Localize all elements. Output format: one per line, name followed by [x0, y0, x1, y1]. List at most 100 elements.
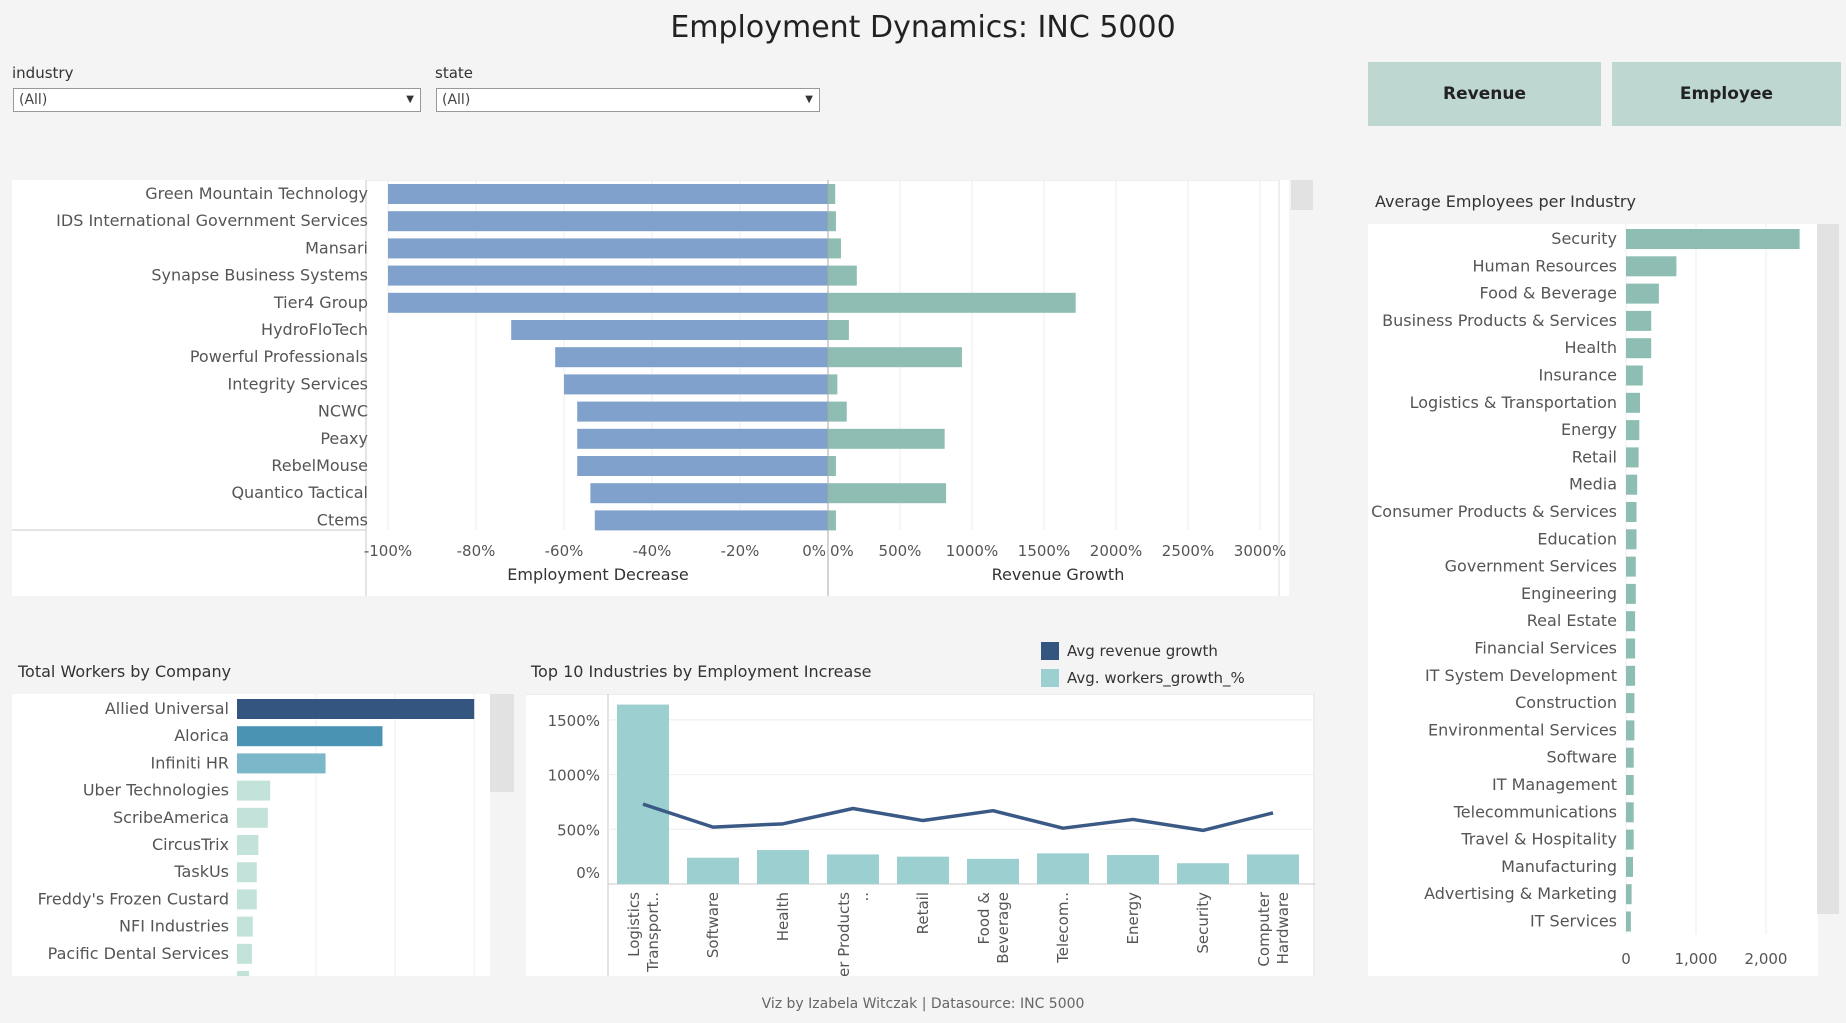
- x-tick-label-right: 1000%: [946, 542, 998, 560]
- decrease-bar: [577, 428, 828, 449]
- workers-growth-bar: [757, 850, 809, 884]
- x-tick-label-line: Health: [774, 892, 792, 941]
- workers-growth-bar: [1037, 853, 1089, 884]
- company-label: Allied Universal: [105, 699, 229, 718]
- industry-bar: [1626, 447, 1639, 468]
- workers-growth-bar: [967, 858, 1019, 884]
- industry-bar: [1626, 802, 1634, 823]
- footer-credit: Viz by Izabela Witczak | Datasource: INC…: [761, 996, 1085, 1012]
- x-tick-label-right: 2500%: [1162, 542, 1214, 560]
- company-label: ScribeAmerica: [113, 808, 229, 827]
- industry-label: IT Services: [1530, 912, 1617, 931]
- industry-label: Logistics & Transportation: [1410, 393, 1617, 412]
- revenue-button[interactable]: Revenue: [1368, 62, 1601, 126]
- growth-bar: [828, 374, 838, 395]
- industry-bar: [1626, 693, 1635, 714]
- avg-employees-title: Average Employees per Industry: [1375, 192, 1636, 211]
- growth-bar: [828, 510, 836, 531]
- industry-label: Retail: [1572, 447, 1617, 466]
- industry-bar: [1626, 502, 1637, 522]
- worker-bar: [237, 726, 383, 747]
- industry-bar: [1626, 338, 1652, 359]
- decrease-bar: [388, 292, 828, 313]
- decrease-bar: [555, 347, 828, 368]
- decrease-bar: [511, 320, 828, 340]
- industry-label: Energy: [1561, 420, 1617, 439]
- company-label: Tier4 Group: [273, 293, 368, 312]
- x-tick-label: 1,000: [1675, 950, 1718, 968]
- industry-filter-label: industry: [12, 64, 74, 82]
- x-axis-title-right: Revenue Growth: [992, 565, 1125, 584]
- industry-bar: [1626, 611, 1636, 632]
- industry-bar: [1626, 747, 1634, 768]
- x-tick-label-line: Beverage: [994, 892, 1012, 964]
- industry-label: Media: [1569, 475, 1617, 494]
- growth-bar: [828, 211, 836, 232]
- industry-label: Health: [1564, 338, 1617, 357]
- x-tick-label-right: 1500%: [1018, 542, 1070, 560]
- x-tick-label-line: Hardware: [1274, 892, 1292, 964]
- state-filter-value: (All): [442, 92, 471, 108]
- worker-bar: [237, 916, 253, 937]
- y-tick-label: 1000%: [548, 767, 600, 785]
- industry-label: Business Products & Services: [1382, 311, 1617, 330]
- company-label: Freddy's Frozen Custard: [38, 889, 229, 908]
- x-tick-label: Health: [774, 892, 792, 941]
- industry-filter-value: (All): [19, 92, 48, 108]
- x-tick-label-line: Logistics: [625, 892, 643, 957]
- industry-bar: [1626, 856, 1633, 877]
- growth-bar: [828, 184, 836, 204]
- x-tick-label: ComputerHardware: [1255, 891, 1292, 966]
- industry-label: Financial Services: [1474, 639, 1617, 658]
- company-label: Ctems: [317, 510, 368, 529]
- industry-label: Consumer Products & Services: [1371, 502, 1617, 521]
- diverging-chart-scrollbar[interactable]: [1291, 180, 1313, 210]
- avg-employees-scrollbar[interactable]: [1817, 224, 1839, 914]
- industry-label: Government Services: [1445, 557, 1617, 576]
- industry-bar: [1626, 665, 1636, 686]
- total-workers-scrollbar[interactable]: [490, 694, 514, 792]
- industry-bar: [1626, 392, 1640, 413]
- x-tick-label-line: ..: [854, 892, 872, 902]
- x-tick-label-left: -20%: [721, 542, 760, 560]
- workers-growth-bar: [1107, 855, 1159, 884]
- growth-bar: [828, 265, 857, 286]
- legend-label-revenue: Avg revenue growth: [1067, 642, 1218, 660]
- industry-bar: [1626, 420, 1640, 441]
- worker-bar-partial: [237, 971, 249, 976]
- workers-growth-bar: [1247, 854, 1299, 884]
- industry-filter-dropdown[interactable]: (All) ▼: [13, 88, 421, 112]
- industry-bar: [1626, 884, 1632, 905]
- growth-bar: [828, 320, 849, 340]
- x-tick-label: Security: [1194, 892, 1212, 954]
- company-label: Synapse Business Systems: [151, 266, 368, 285]
- x-tick-label-line: Energy: [1124, 892, 1142, 945]
- employee-button[interactable]: Employee: [1612, 62, 1841, 126]
- industry-label: Construction: [1515, 693, 1617, 712]
- state-filter-dropdown[interactable]: (All) ▼: [436, 88, 820, 112]
- decrease-bar: [594, 510, 828, 531]
- company-label: Infiniti HR: [151, 753, 229, 772]
- legend-swatch-revenue: [1041, 642, 1059, 660]
- industry-label: Insurance: [1539, 366, 1618, 385]
- x-tick-label-right: 3000%: [1234, 542, 1286, 560]
- workers-growth-bar: [617, 704, 669, 884]
- x-tick-label-right: 2000%: [1090, 542, 1142, 560]
- x-tick-label: Consumer Products..: [835, 892, 872, 976]
- y-tick-label: 0%: [576, 864, 600, 882]
- chevron-down-icon: ▼: [406, 94, 414, 105]
- industry-bar: [1626, 556, 1636, 577]
- state-filter-label: state: [435, 64, 473, 82]
- company-label: Alorica: [174, 726, 229, 745]
- x-tick-label-line: & Transport..: [644, 892, 662, 976]
- x-tick-label-line: Software: [704, 892, 722, 958]
- decrease-bar: [564, 374, 828, 395]
- workers-growth-bar: [1177, 863, 1229, 884]
- top10-chart: 0% 500% 1000% 1500% Logistics& Transport.. So…: [526, 693, 1315, 1023]
- company-label: Pacific Dental Services: [48, 944, 229, 963]
- workers-growth-bar: [897, 856, 949, 884]
- x-tick-label-line: Computer: [1255, 891, 1273, 966]
- x-tick-label: 0: [1621, 950, 1631, 968]
- x-tick-label-line: Security: [1194, 892, 1212, 954]
- industry-bar: [1626, 283, 1659, 304]
